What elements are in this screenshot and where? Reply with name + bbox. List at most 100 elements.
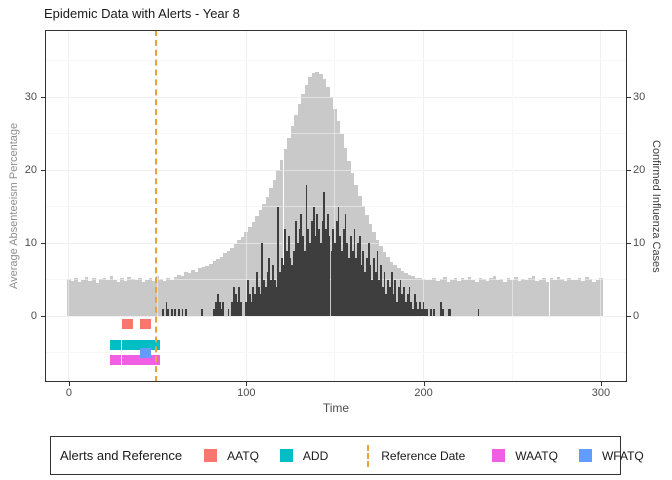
cases-bar (449, 308, 452, 317)
gridline-overlay-h (45, 206, 627, 208)
absenteeism-bar (570, 279, 575, 317)
cases-bar (321, 221, 324, 317)
cases-bar (259, 294, 262, 317)
absenteeism-bar (290, 126, 295, 317)
cases-bar (318, 228, 320, 317)
absenteeism-bar (265, 196, 270, 317)
absenteeism-bar (592, 281, 596, 317)
legend-item-aatq: AATQ (204, 449, 259, 463)
absenteeism-bar (329, 97, 334, 317)
cases-bar (291, 265, 294, 317)
absenteeism-bar (471, 279, 475, 317)
cases-bar (412, 308, 414, 317)
cases-bar (303, 250, 306, 317)
cases-bar (355, 257, 358, 317)
absenteeism-bar (315, 71, 319, 317)
waatq-key-swatch (492, 449, 506, 462)
legend-item-waatq: WAATQ (492, 449, 558, 463)
alert-marker-aatq (139, 318, 151, 329)
cases-bar (339, 235, 342, 317)
cases-bar (319, 243, 322, 317)
absenteeism-bar (70, 281, 75, 317)
cases-bar (390, 272, 393, 317)
gridline-overlay-h (45, 133, 627, 135)
absenteeism-bar (88, 281, 92, 317)
absenteeism-bar (219, 257, 224, 317)
cases-bar (374, 272, 377, 317)
absenteeism-bar (478, 277, 483, 317)
cases-bar (280, 257, 283, 317)
absenteeism-bar (230, 247, 234, 317)
gridline-overlay-h (45, 352, 627, 354)
cases-bar (360, 265, 363, 317)
cases-bar (426, 308, 429, 317)
cases-bar (433, 308, 436, 317)
y-left-tick-mark (41, 97, 45, 99)
gridline-major-h (45, 96, 627, 98)
absenteeism-bar (556, 276, 561, 317)
absenteeism-bar (347, 160, 351, 317)
absenteeism-bar (308, 77, 312, 317)
absenteeism-bar (496, 280, 500, 317)
cases-bar (227, 308, 230, 317)
absenteeism-bar (482, 279, 486, 317)
cases-bar (238, 287, 241, 317)
legend-label-add: ADD (302, 448, 329, 463)
cases-bar (399, 279, 402, 317)
cases-bar (284, 228, 287, 317)
cases-bar (314, 235, 317, 317)
cases-bar (248, 294, 251, 317)
cases-bar (287, 235, 290, 317)
cases-bar (218, 301, 221, 317)
absenteeism-bar (528, 278, 532, 317)
absenteeism-bar (237, 240, 241, 317)
absenteeism-bar (109, 276, 114, 317)
absenteeism-bar (311, 73, 316, 317)
gridline-overlay-h (45, 60, 627, 62)
absenteeism-bar (425, 279, 429, 317)
y-axis-title-left: Average Absenteeism Percentage (8, 122, 20, 290)
absenteeism-bar (421, 279, 426, 317)
absenteeism-bar (326, 86, 330, 317)
absenteeism-bar (212, 260, 217, 317)
gridline-overlay-h (45, 315, 627, 317)
y-axis-title-right: Confirmed Influenza Cases (650, 139, 662, 273)
absenteeism-bar (492, 276, 497, 317)
cases-bar (295, 221, 297, 317)
alert-marker-waatq (137, 355, 149, 366)
cases-bar (215, 301, 217, 317)
x-tick-label: 0 (65, 387, 72, 399)
absenteeism-bar (155, 276, 160, 317)
absenteeism-bar (102, 277, 107, 317)
absenteeism-bar (279, 159, 284, 317)
absenteeism-bar (170, 279, 174, 317)
cases-bar (300, 214, 303, 317)
y-left-tick-mark (41, 316, 45, 318)
absenteeism-bar (510, 279, 515, 317)
cases-bar (177, 308, 180, 317)
cases-bar (217, 294, 219, 317)
absenteeism-bar (517, 281, 522, 317)
cases-bar (367, 243, 370, 317)
gridline-overlay-v (157, 30, 159, 382)
cases-bar (240, 301, 242, 317)
absenteeism-bar (503, 281, 507, 317)
absenteeism-bar (138, 277, 142, 317)
cases-bar (289, 257, 292, 317)
y-right-tick-label: 0 (633, 310, 640, 323)
alert-marker-waatq (109, 355, 121, 366)
absenteeism-bar (120, 278, 124, 317)
absenteeism-bar (223, 253, 227, 317)
x-tick-label: 300 (591, 387, 611, 399)
cases-bar (222, 301, 225, 317)
gridline-overlay-v (245, 30, 247, 382)
absenteeism-bar (67, 279, 71, 317)
absenteeism-bar (294, 114, 298, 317)
absenteeism-bar (453, 277, 458, 317)
cases-bar (410, 301, 413, 317)
absenteeism-bar (499, 279, 504, 317)
absenteeism-bar (567, 277, 571, 317)
cases-bar (220, 308, 223, 317)
add-key-swatch (279, 449, 293, 462)
cases-bar (282, 265, 285, 317)
